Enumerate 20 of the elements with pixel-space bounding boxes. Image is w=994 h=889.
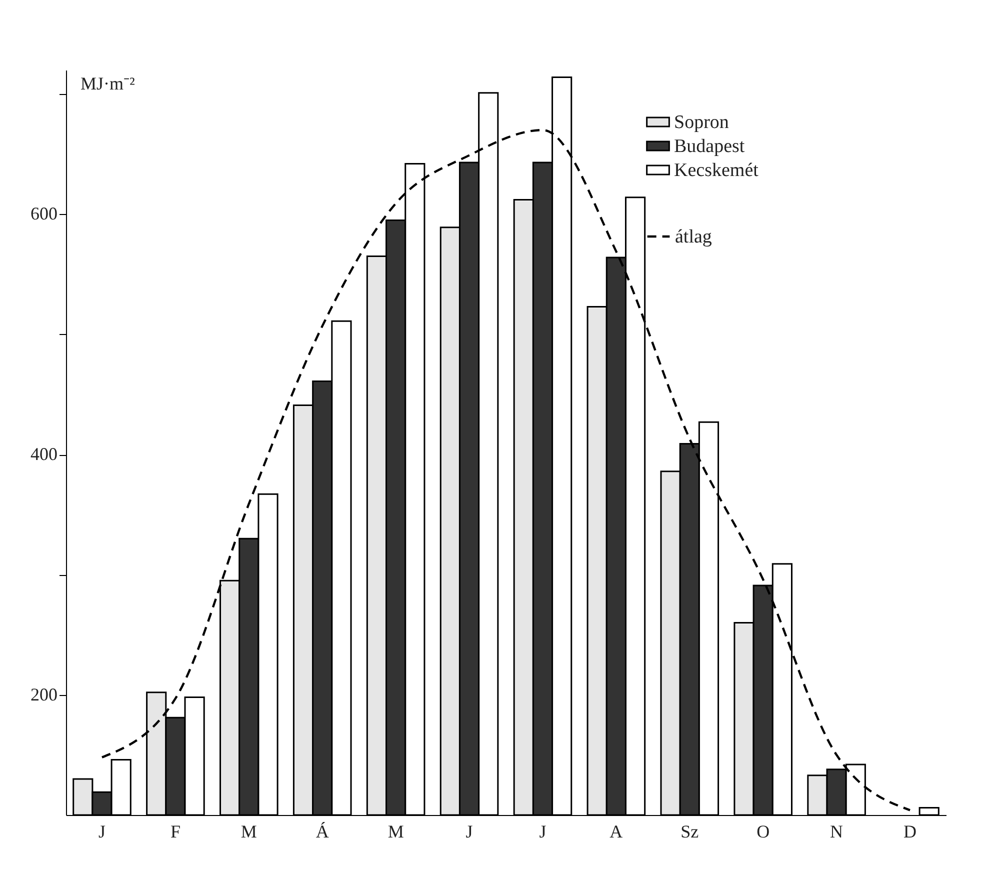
x-tick-label: Á (316, 822, 329, 842)
legend-label: Budapest (674, 136, 746, 157)
x-tick-label: A (610, 822, 623, 842)
x-tick-label: Sz (680, 822, 699, 842)
y-tick-label: 600 (30, 204, 58, 224)
x-tick-label: M (240, 822, 257, 842)
legend-label: Kecskemét (674, 160, 760, 181)
legend-label: átlag (675, 226, 712, 248)
x-tick-label: M (388, 822, 404, 842)
x-tick-label: J (466, 822, 473, 842)
x-tick-label: O (756, 822, 770, 842)
y-tick-label: 200 (30, 684, 58, 704)
x-tick-label: J (539, 822, 546, 842)
y-tick-label: 400 (30, 444, 58, 464)
x-tick-label: F (170, 822, 180, 842)
x-tick-label: J (98, 822, 106, 842)
legend-label: Sopron (674, 112, 730, 133)
x-tick-label: N (830, 822, 844, 842)
y-axis-title: MJ·m⁻² (80, 74, 135, 94)
x-tick-label: D (904, 822, 917, 842)
